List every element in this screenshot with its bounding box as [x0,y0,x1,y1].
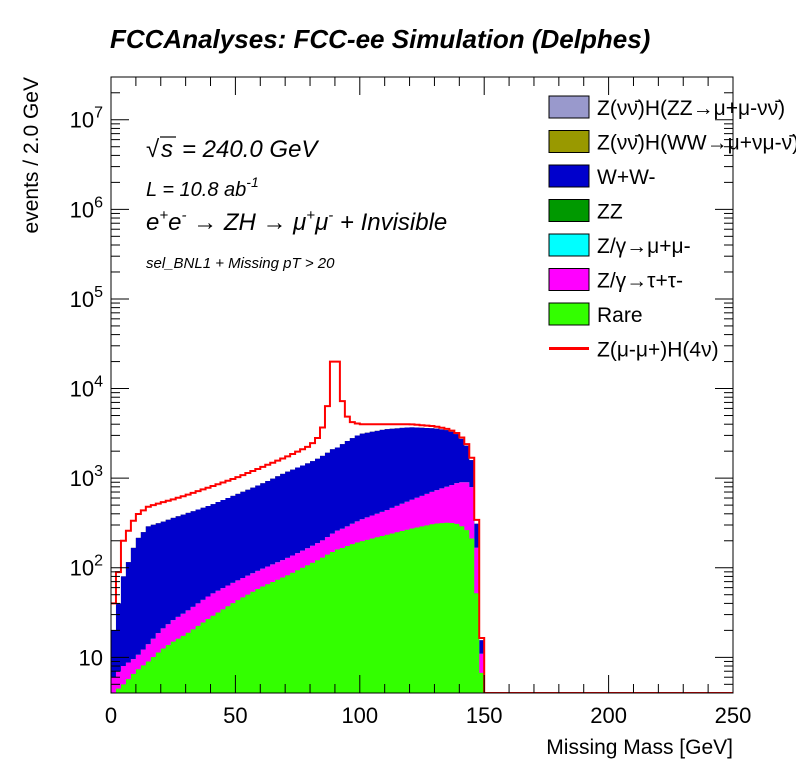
x-tick-label: 50 [223,703,247,728]
annotations: √ s = 240.0 GeV L = 10.8 ab-1 e+e- → ZH … [146,136,447,272]
legend-label: Z/γ→μ+μ- [597,235,691,258]
legend-swatch [548,268,590,291]
process-annotation: e+e- → ZH → μ+μ- + Invisible [146,207,447,236]
chart-title: FCCAnalyses: FCC-ee Simulation (Delphes) [110,24,650,54]
legend-label: W+W- [597,166,656,189]
legend-label: Z(νν̄)H(ZZ→μ+μ-νν̄) [597,97,785,120]
legend-swatch [548,233,590,257]
y-tick-label: 105 [70,284,103,312]
y-tick-label: 106 [70,194,103,222]
x-tick-label: 150 [466,703,503,728]
selection-annotation: sel_BNL1 + Missing pT > 20 [146,255,335,272]
sqrt-s-var: s [161,136,173,163]
luminosity-annotation: L = 10.8 ab-1 [146,174,259,201]
lumi-exponent: -1 [246,174,258,190]
y-tick-label: 104 [70,374,103,402]
sqrt-s-annotation: = 240.0 GeV [182,136,319,163]
x-tick-label: 100 [341,703,378,728]
legend-label: Z/γ→τ+τ- [597,270,683,293]
signal-line [111,360,733,693]
y-axis-label: events / 2.0 GeV [20,77,43,233]
x-tick-label: 200 [590,703,627,728]
legend-swatch [548,164,590,188]
x-tick-label: 250 [715,703,752,728]
x-tick-label: 0 [105,703,117,728]
legend-swatch [548,302,590,326]
y-tick-label: 10 [79,645,103,670]
lumi-value: L = 10.8 ab [146,179,246,201]
stacked-histogram [111,360,733,693]
stack-area-rare [111,522,733,693]
y-tick-label: 102 [70,553,103,581]
legend-swatch [548,130,590,153]
legend: Z(νν̄)H(ZZ→μ+μ-νν̄) Z(νν̄)H(WW→μ+νμ-ν̄) W+… [548,95,796,362]
axis-ticks: 0 50 100 150 200 250 10 102 103 104 105 106 107 [70,76,752,728]
y-tick-label: 107 [70,105,103,133]
legend-label: ZZ [597,201,623,224]
plot-frame [110,76,734,694]
legend-swatch [548,95,590,119]
legend-label: Rare [597,304,643,327]
legend-label: Z(νν̄)H(WW→μ+νμ-ν̄) [597,132,796,155]
x-axis-label: Missing Mass [GeV] [546,736,733,759]
sqrt-s-symbol: √ [146,136,160,163]
y-tick-label: 103 [70,463,103,491]
legend-label: Z(μ-μ+)H(4ν) [597,339,719,362]
legend-swatch [548,199,590,222]
